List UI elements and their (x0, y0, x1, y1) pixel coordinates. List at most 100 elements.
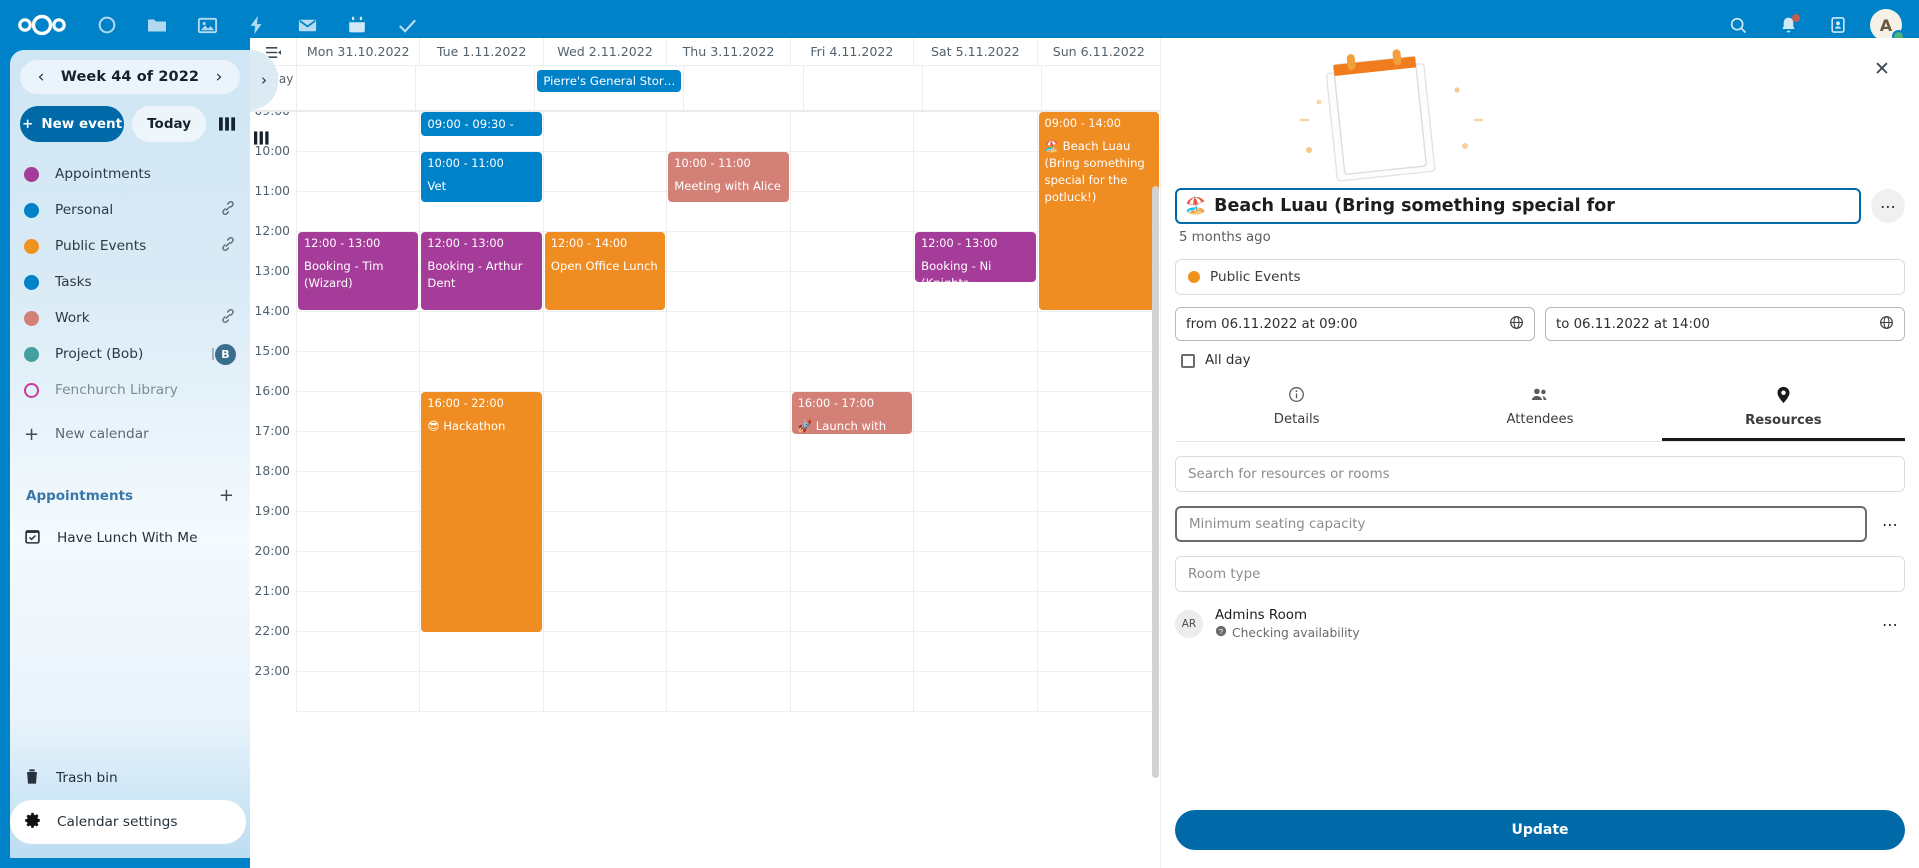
all-day-cell-thu[interactable] (683, 66, 802, 110)
update-button[interactable]: Update (1175, 810, 1905, 850)
day-column-mon[interactable]: 12:00 - 13:00 Booking - Tim (Wizard) (296, 112, 420, 712)
close-icon[interactable]: ✕ (1874, 58, 1890, 80)
appointment-item-have-lunch-with-me[interactable]: Have Lunch With Me (10, 518, 250, 558)
shared-user-badge[interactable]: B (215, 343, 236, 365)
all-day-checkbox-row[interactable]: All day (1181, 353, 1905, 368)
event-open-office-lunch[interactable]: 12:00 - 14:00 Open Office Lunch (544, 232, 666, 310)
app-icons (82, 0, 432, 50)
share-link-icon[interactable] (220, 200, 236, 220)
calendar-item-tasks[interactable]: Tasks (10, 264, 250, 300)
event-start-field[interactable]: from 06.11.2022 at 09:00 (1175, 307, 1535, 341)
day-header-sun[interactable]: Sun 6.11.2022 (1036, 38, 1160, 65)
calendar-item-public-events[interactable]: Public Events (10, 228, 250, 264)
globe-icon[interactable] (1509, 315, 1524, 334)
room-type-input[interactable]: Room type (1175, 556, 1905, 592)
calendar-item-work[interactable]: Work (10, 300, 250, 336)
time-label: 17:00 (254, 424, 290, 438)
contacts-icon[interactable] (1813, 0, 1863, 50)
date-picker[interactable]: ‹ Week 44 of 2022 › (20, 60, 240, 94)
scrollbar-thumb[interactable] (1152, 186, 1159, 778)
event-booking-tim-wizard[interactable]: 12:00 - 13:00 Booking - Tim (Wizard) (298, 232, 419, 310)
dashboard-icon[interactable] (82, 0, 132, 50)
all-day-cell-tue[interactable] (415, 66, 534, 110)
view-toggle-icon[interactable] (214, 116, 240, 132)
minimum-seating-capacity-input[interactable]: Minimum seating capacity (1175, 506, 1867, 542)
all-day-cell-wed[interactable]: Pierre's General Stor… (534, 66, 683, 110)
event-actions-menu-button[interactable]: ⋯ (1871, 189, 1905, 223)
all-day-cell-mon[interactable] (296, 66, 415, 110)
calendar-item-personal[interactable]: Personal (10, 192, 250, 228)
new-event-button[interactable]: + New event (20, 106, 125, 142)
mail-icon[interactable] (282, 0, 332, 50)
photos-icon[interactable] (182, 0, 232, 50)
event-meeting-with-alice[interactable]: 10:00 - 11:00 Meeting with Alice (668, 152, 789, 202)
day-header-fri[interactable]: Fri 4.11.2022 (789, 38, 913, 65)
day-column-fri[interactable]: 16:00 - 17:00 🚀 Launch with Elon (789, 112, 914, 712)
time-slot: 23:00 (250, 664, 296, 712)
event-time: 10:00 - 11:00 (674, 157, 751, 170)
next-week-button[interactable]: › (215, 67, 223, 87)
prev-week-button[interactable]: ‹ (37, 67, 45, 87)
resource-more-options-button[interactable]: ⋯ (1882, 614, 1898, 634)
activity-icon[interactable] (232, 0, 282, 50)
share-link-icon[interactable] (220, 308, 236, 328)
day-header-sat[interactable]: Sat 5.11.2022 (913, 38, 1036, 65)
event-beach-luau[interactable]: 09:00 - 14:00 🏖️ Beach Luau (Bring somet… (1038, 112, 1159, 310)
calendar-view: Mon 31.10.2022 Tue 1.11.2022 Wed 2.11.20… (250, 38, 1160, 868)
day-header-tue[interactable]: Tue 1.11.2022 (419, 38, 542, 65)
event-hackathon[interactable]: 16:00 - 22:00 😎 Hackathon (421, 392, 542, 632)
all-day-cell-fri[interactable] (802, 66, 922, 110)
all-day-checkbox-label: All day (1205, 353, 1251, 368)
calendar-scrollbar[interactable] (1151, 186, 1160, 824)
event-end-field[interactable]: to 06.11.2022 at 14:00 (1545, 307, 1905, 341)
time-slot: 21:00 (250, 584, 296, 632)
globe-icon[interactable] (1879, 315, 1894, 334)
event-launch-with-elon[interactable]: 16:00 - 17:00 🚀 Launch with Elon (791, 392, 913, 434)
event-workflow[interactable]: 09:00 - 09:30 - Workflow (421, 112, 542, 136)
day-column-wed[interactable]: 12:00 - 14:00 Open Office Lunch (542, 112, 667, 712)
view-mode-strip-icon[interactable] (250, 118, 272, 158)
share-link-icon[interactable] (220, 236, 236, 256)
files-icon[interactable] (132, 0, 182, 50)
calendar-item-appointments[interactable]: Appointments (10, 156, 250, 192)
day-column-thu[interactable]: 10:00 - 11:00 Meeting with Alice (666, 112, 790, 712)
calendar-icon[interactable] (332, 0, 382, 50)
event-booking-arthur-dent[interactable]: 12:00 - 13:00 Booking - Arthur Dent (421, 232, 542, 310)
calendar-item-fenchurch-library[interactable]: Fenchurch Library (10, 372, 250, 408)
day-column-tue[interactable]: 09:00 - 09:30 - Workflow 10:00 - 11:00 V… (419, 112, 543, 712)
day-column-sun[interactable]: 09:00 - 14:00 🏖️ Beach Luau (Bring somet… (1036, 112, 1160, 712)
trash-bin-button[interactable]: Trash bin (10, 756, 250, 800)
event-modified-ago: 5 months ago (1179, 230, 1271, 245)
tab-details[interactable]: Details (1175, 378, 1418, 441)
event-title: Booking - Arthur Dent (427, 259, 523, 291)
notifications-icon[interactable] (1763, 0, 1813, 50)
event-calendar-label: Public Events (1210, 269, 1301, 285)
tab-attendees[interactable]: Attendees (1418, 378, 1661, 441)
today-button[interactable]: Today (132, 106, 206, 142)
avatar[interactable]: A (1863, 0, 1909, 50)
day-header-wed[interactable]: Wed 2.11.2022 (542, 38, 666, 65)
resource-row-admins-room[interactable]: AR Admins Room ? Checking availability ⋯ (1175, 608, 1905, 640)
all-day-cell-sun[interactable] (1040, 66, 1160, 110)
search-icon[interactable] (1713, 0, 1763, 50)
tasks-icon[interactable] (382, 0, 432, 50)
calendar-item-project-bob[interactable]: Project (Bob) B (10, 336, 250, 372)
event-vet[interactable]: 10:00 - 11:00 Vet (421, 152, 542, 202)
tab-resources[interactable]: Resources (1661, 378, 1905, 441)
capacity-more-options-button[interactable]: ⋯ (1882, 514, 1898, 534)
calendar-settings-button[interactable]: Calendar settings (10, 800, 246, 844)
nextcloud-logo[interactable] (14, 8, 76, 42)
all-day-event-pierres-general-store[interactable]: Pierre's General Stor… (537, 70, 682, 92)
day-header-mon[interactable]: Mon 31.10.2022 (296, 38, 419, 65)
new-calendar-button[interactable]: + New calendar (10, 414, 250, 454)
event-time: 12:00 - 13:00 (304, 237, 381, 250)
event-calendar-selector[interactable]: Public Events (1175, 259, 1905, 295)
resource-search-input[interactable]: Search for resources or rooms (1175, 456, 1905, 492)
day-header-thu[interactable]: Thu 3.11.2022 (666, 38, 789, 65)
event-title-input[interactable]: 🏖️ Beach Luau (Bring something special f… (1175, 188, 1861, 224)
all-day-checkbox[interactable] (1181, 353, 1195, 368)
all-day-cell-sat[interactable] (921, 66, 1041, 110)
event-booking-ni-knights[interactable]: 12:00 - 13:00 Booking - Ni (Knights (915, 232, 1036, 282)
add-appointment-button[interactable]: + (218, 485, 234, 506)
day-column-sat[interactable]: 12:00 - 13:00 Booking - Ni (Knights (913, 112, 1037, 712)
